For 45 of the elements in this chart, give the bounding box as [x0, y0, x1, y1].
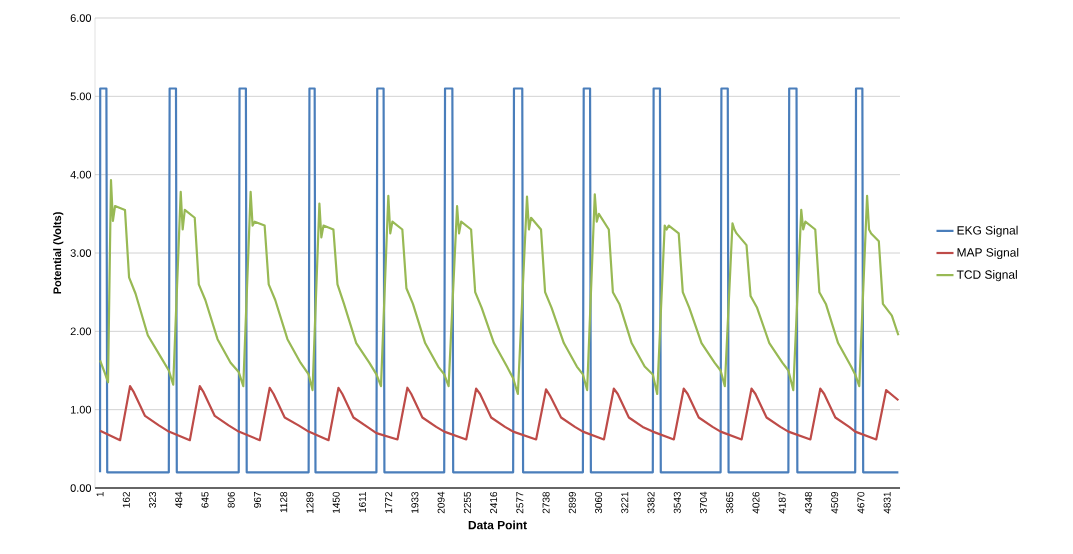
x-tick-label: 806: [227, 491, 235, 508]
y-tick-label: 0.00: [70, 484, 92, 492]
x-tick-label: 967: [253, 492, 261, 508]
x-tick-label: 484: [175, 491, 183, 508]
legend-label: MAP Signal: [957, 247, 1019, 260]
y-tick-label: 5.00: [70, 92, 92, 101]
x-tick-label: 1289: [306, 491, 314, 513]
y-tick-label: 1.00: [70, 405, 92, 414]
x-tick-label: 162: [122, 492, 130, 508]
line-series: [98, 385, 900, 442]
x-tick-label: 323: [149, 491, 157, 508]
x-tick-label: 2255: [463, 491, 471, 514]
x-tick-label: 4509: [831, 491, 839, 514]
x-tick-label: 645: [201, 491, 209, 508]
x-tick-label: 1450: [332, 491, 340, 513]
x-tick-label: 3221: [621, 492, 629, 514]
x-tick-label: 2899: [568, 491, 576, 514]
x-tick-label: 2577: [516, 492, 524, 514]
legend-label: TCD Signal: [956, 270, 1017, 282]
y-axis-title: Potential (Volts): [53, 212, 64, 294]
x-tick-label: 2094: [437, 491, 445, 514]
x-tick-label: 1933: [411, 491, 419, 513]
y-tick-label: 2.00: [70, 327, 92, 336]
legend-label: EKG Signal: [957, 225, 1018, 237]
x-tick-label: 2738: [542, 491, 550, 514]
x-tick-label: 3543: [673, 491, 681, 514]
x-axis-title: Data Point: [468, 520, 527, 530]
x-tick-label: 1128: [280, 491, 288, 513]
x-tick-label: 4026: [752, 491, 760, 514]
x-tick-label: 1: [96, 492, 104, 497]
x-tick-label: 4187: [778, 492, 786, 514]
y-tick-label: 4.00: [70, 170, 92, 179]
x-tick-label: 4831: [883, 492, 891, 514]
x-tick-label: 1611: [358, 492, 366, 513]
line-series: [98, 179, 900, 396]
y-tick-label: 6.00: [70, 14, 92, 22]
x-tick-label: 3704: [699, 491, 708, 514]
x-tick-label: 1772: [385, 492, 393, 513]
x-tick-label: 3060: [595, 491, 603, 514]
y-tick-label: 3.00: [70, 249, 92, 257]
x-tick-label: 4348: [804, 491, 812, 514]
x-tick-label: 2416: [490, 491, 498, 514]
x-tick-label: 3382: [647, 492, 655, 514]
x-tick-label: 4670: [857, 491, 865, 514]
x-tick-label: 3865: [726, 491, 734, 514]
